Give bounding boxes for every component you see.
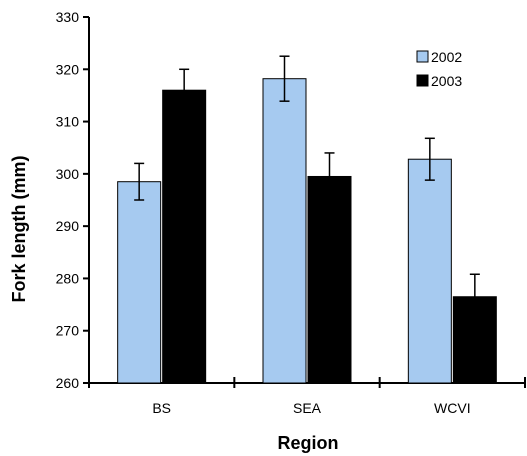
error-bar-2003-bs (179, 68, 190, 112)
y-axis: 260 270 280 290 300 310 320 330 (56, 9, 90, 391)
bar-2002-sea (262, 78, 307, 384)
legend-swatch-2002 (416, 50, 429, 63)
y-tick-label-320: 320 (56, 61, 80, 77)
legend-swatch-2003 (416, 74, 429, 87)
error-bars (134, 55, 480, 320)
x-tick-label-sea: SEA (293, 400, 322, 416)
legend: 2002 2003 (416, 49, 462, 89)
bar-2002-wcvi (407, 158, 452, 384)
legend-label-2002: 2002 (431, 49, 462, 65)
bar-2003-sea (307, 175, 352, 384)
bar-2003-bs (162, 89, 207, 384)
error-bar-2003-wcvi (469, 273, 480, 320)
y-tick-label-330: 330 (56, 9, 80, 25)
x-tick-label-wcvi: WCVI (434, 400, 471, 416)
x-axis: BS SEA WCVI (88, 377, 526, 416)
x-axis-title: Region (278, 433, 339, 453)
error-bar-2003-sea (324, 152, 335, 201)
y-tick-label-310: 310 (56, 114, 80, 130)
y-tick-label-290: 290 (56, 218, 80, 234)
error-bar-2002-sea (279, 55, 290, 102)
bar-2002-bs (117, 181, 162, 384)
y-axis-title: Fork length (mm) (9, 155, 29, 302)
error-bar-2002-bs (134, 162, 145, 201)
y-tick-label-300: 300 (56, 166, 80, 182)
legend-label-2003: 2003 (431, 73, 462, 89)
x-tick-label-bs: BS (152, 400, 171, 416)
error-bar-2002-wcvi (424, 137, 435, 181)
y-tick-label-260: 260 (56, 375, 80, 391)
y-tick-label-270: 270 (56, 323, 80, 339)
y-tick-label-280: 280 (56, 270, 80, 286)
bars (117, 78, 497, 384)
